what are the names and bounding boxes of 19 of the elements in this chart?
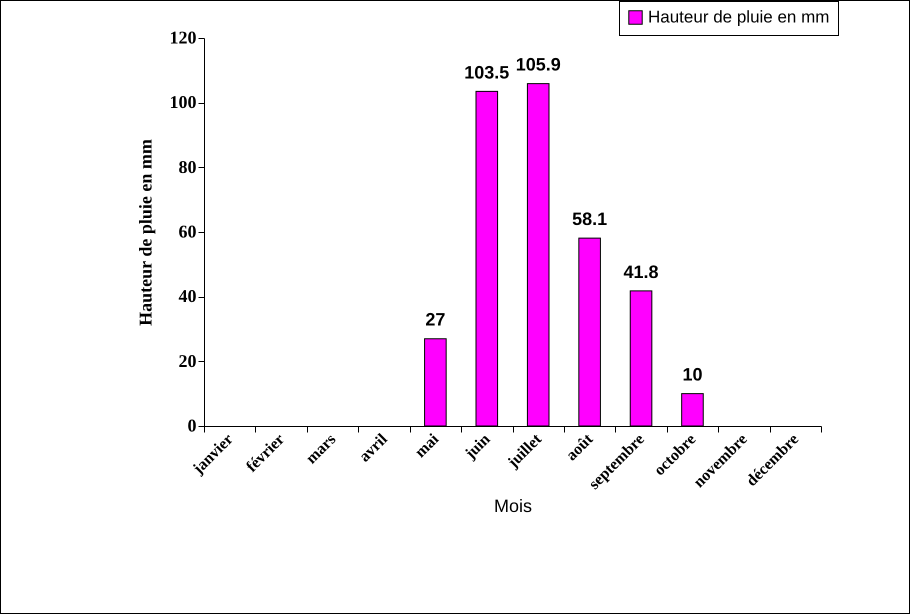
x-tick-label: mai (412, 430, 443, 462)
y-tick-label: 80 (178, 156, 196, 177)
y-tick-label: 40 (178, 286, 196, 306)
x-tick-label: août (563, 430, 597, 464)
y-tick-label: 60 (178, 222, 196, 242)
y-tick-label: 0 (188, 416, 196, 436)
data-label: 58.1 (572, 209, 608, 230)
data-label: 41.8 (624, 262, 659, 282)
y-axis-title: Hauteur de pluie en mm (136, 139, 156, 326)
data-label: 10 (682, 364, 702, 385)
data-label: 103.5 (464, 62, 510, 82)
data-label: 27 (425, 310, 446, 330)
data-label: 105.9 (516, 54, 561, 75)
x-tick-label: juin (461, 430, 494, 464)
y-tick-label: 120 (170, 28, 196, 48)
x-axis-title: Mois (494, 496, 532, 516)
y-tick-label: 20 (178, 350, 196, 371)
legend-label: Hauteur de pluie en mm (648, 8, 830, 26)
y-tick-label: 100 (170, 92, 196, 112)
